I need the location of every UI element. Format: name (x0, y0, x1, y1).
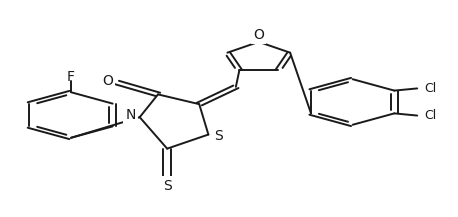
Text: Cl: Cl (424, 109, 436, 122)
Text: S: S (214, 129, 223, 143)
Text: N: N (125, 108, 136, 122)
Text: Cl: Cl (424, 82, 436, 95)
Text: F: F (67, 70, 75, 84)
Text: S: S (163, 179, 172, 192)
Text: O: O (102, 74, 113, 88)
Text: O: O (253, 28, 264, 42)
